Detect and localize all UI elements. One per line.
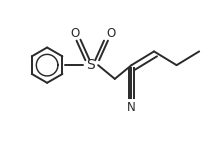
- Text: N: N: [127, 101, 136, 114]
- Text: O: O: [70, 27, 79, 40]
- Text: O: O: [106, 27, 116, 40]
- Text: S: S: [86, 58, 95, 72]
